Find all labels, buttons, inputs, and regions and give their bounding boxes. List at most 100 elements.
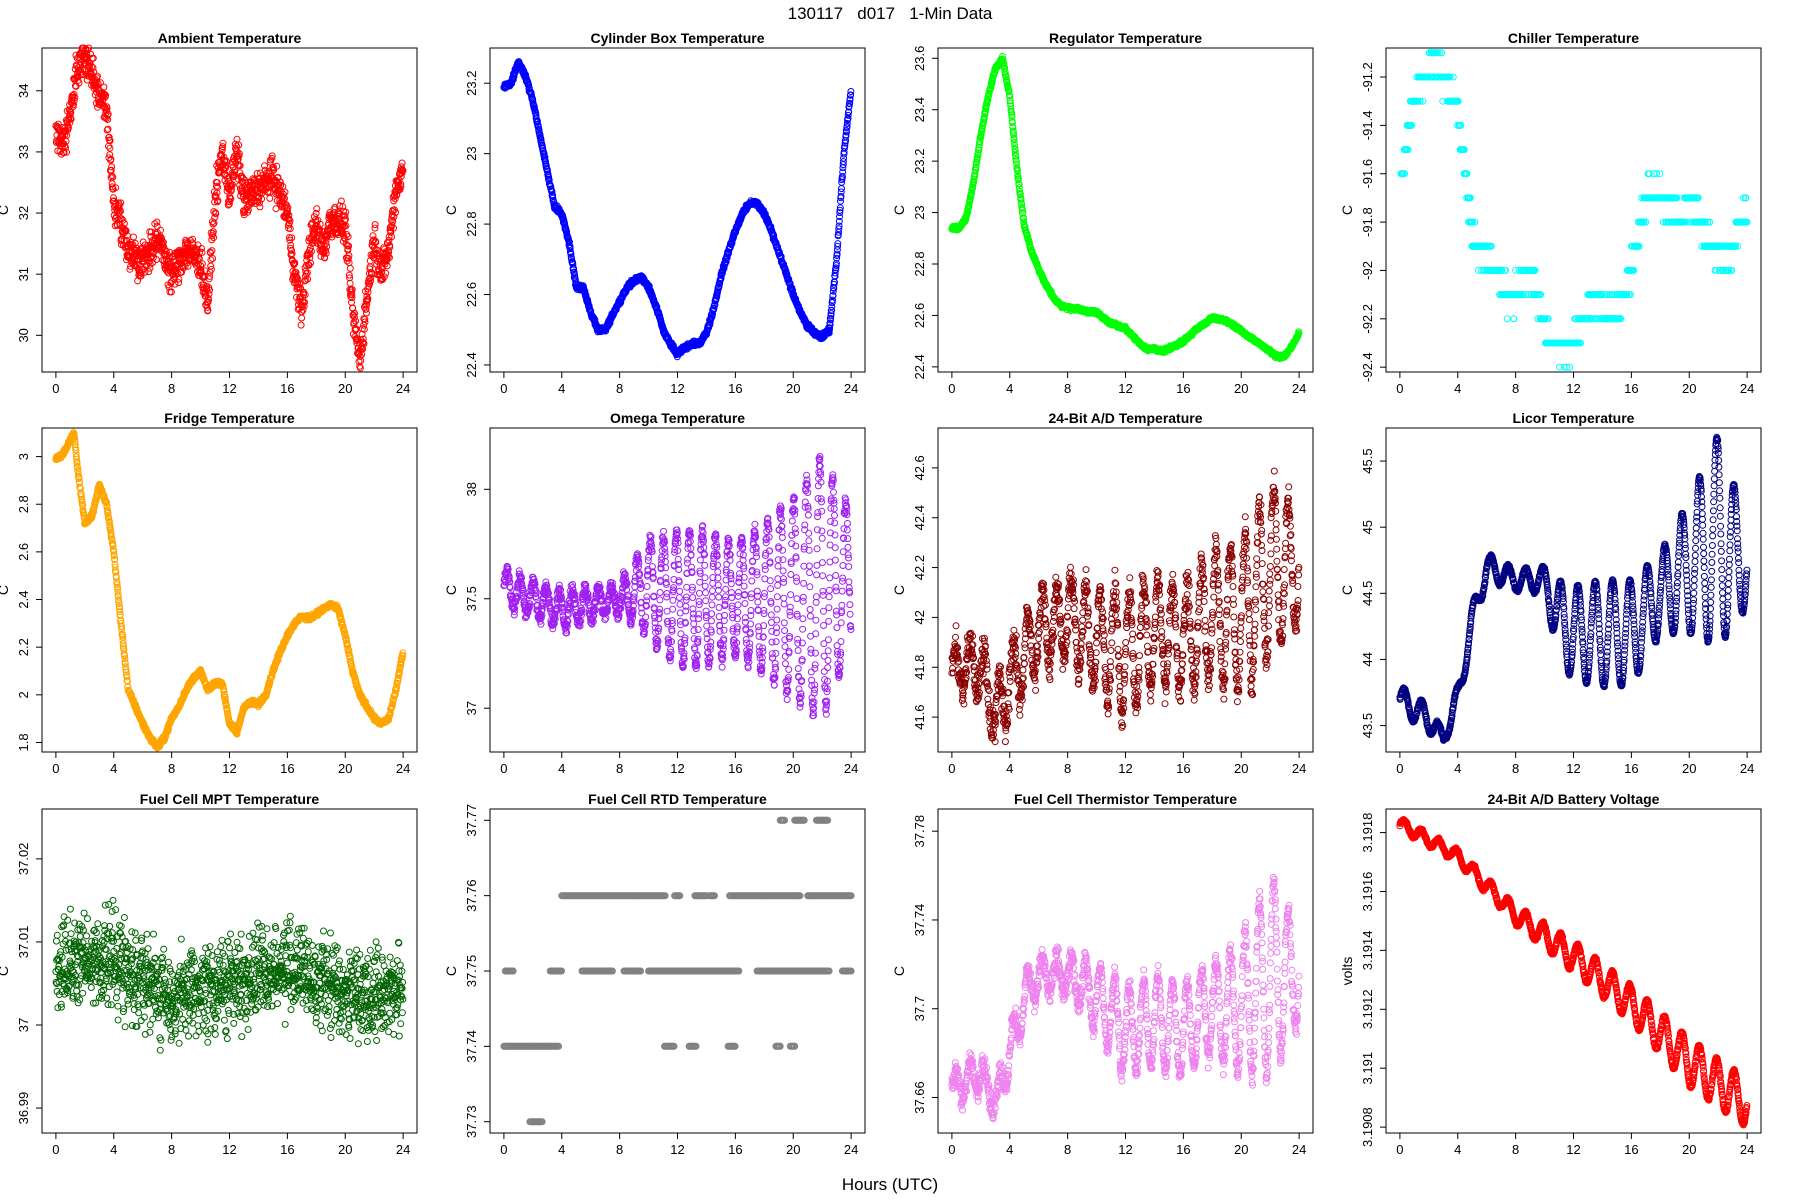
x-tick-label: 12 [1566,381,1580,396]
data-point [239,174,247,182]
x-tick-label: 16 [1624,381,1638,396]
panel-title: Chiller Temperature [1508,30,1639,46]
data-point [64,124,72,132]
x-tick-label: 24 [844,381,858,396]
data-point [209,220,217,228]
data-point [70,101,77,109]
y-axis-label: C [443,205,459,215]
data-point [145,268,153,276]
data-point [204,306,212,314]
data-point [126,265,134,273]
data-point [198,245,205,252]
y-tick-label: 23 [912,205,927,219]
data-point [97,79,104,87]
data-point [181,262,189,270]
data-point [227,186,235,193]
data-point [63,148,70,156]
x-tick-label: 8 [1512,381,1519,396]
data-point [226,194,234,202]
data-point [157,226,164,234]
y-tick-label: -92.4 [1360,352,1375,382]
data-point [67,115,75,123]
data-point [227,195,235,203]
panels-grid: Ambient TemperatureC04812162024303132333… [0,30,1762,1157]
data-point [224,174,232,182]
data-point [256,203,264,211]
data-point [211,198,219,206]
data-point [130,233,137,241]
data-point [398,159,406,167]
y-tick-label: -91.4 [1360,111,1375,141]
x-tick-label: 20 [786,381,800,396]
y-tick-label: 30 [16,328,31,342]
data-point [131,239,139,247]
data-point [60,149,68,157]
y-tick-label: 34 [16,84,31,98]
data-point [105,136,113,144]
data-point [107,155,115,163]
data-point [1510,315,1518,323]
x-tick-label: 0 [52,381,59,396]
data-point [235,150,243,158]
data-point [131,261,138,269]
y-tick-label: -91.2 [1360,62,1375,92]
data-point [236,162,244,170]
x-tick-label: 16 [728,381,742,396]
data-point [105,133,113,141]
data-point [108,163,116,171]
data-point [1503,315,1511,323]
y-tick-label: 33 [16,145,31,159]
data-point [357,357,365,365]
data-point [70,97,78,104]
data-series [52,44,407,372]
data-point [218,146,226,154]
y-axis-label: C [0,205,11,215]
data-point [133,251,141,259]
data-point [85,44,93,52]
data-point [207,265,215,273]
y-tick-label: 23.6 [912,46,927,71]
data-point [196,248,204,256]
data-point [198,249,206,256]
x-tick-label: 4 [110,381,117,396]
x-tick-label: 12 [1118,381,1132,396]
y-tick-label: 22.6 [464,282,479,307]
data-point [79,70,87,78]
y-tick-label: -91.8 [1360,207,1375,237]
data-point [206,272,214,280]
data-point [127,238,135,246]
x-tick-label: 8 [168,381,175,396]
data-point [175,279,183,287]
data-point [171,280,179,288]
data-point [162,247,170,255]
y-tick-label: 22.4 [464,352,479,377]
data-point [194,241,202,249]
x-tick-label: 4 [1454,381,1461,396]
data-point [255,199,263,207]
y-tick-label: 31 [16,267,31,281]
x-tick-label: 0 [500,381,507,396]
data-point [111,222,119,230]
panel-title: Ambient Temperature [158,30,302,46]
data-point [219,139,227,147]
data-point [203,304,211,311]
x-tick-label: 20 [338,381,352,396]
data-point [346,264,354,272]
data-point [210,234,218,242]
data-point [266,194,274,202]
data-point [109,173,117,181]
data-point [100,83,108,91]
data-point [342,208,350,216]
x-tick-label: 20 [1682,381,1696,396]
data-point [228,181,236,189]
data-point [90,68,98,76]
data-point [107,166,115,174]
x-tick-label: 0 [1396,381,1403,396]
data-point [103,126,111,134]
data-point [106,144,114,152]
data-point [201,267,209,275]
data-point [214,183,222,191]
panel-title: Cylinder Box Temperature [590,30,764,46]
